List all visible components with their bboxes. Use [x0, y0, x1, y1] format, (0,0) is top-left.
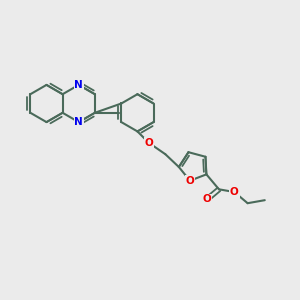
Text: O: O: [144, 138, 153, 148]
Text: N: N: [74, 80, 83, 90]
Text: N: N: [74, 117, 83, 127]
Text: O: O: [186, 176, 194, 186]
Text: O: O: [202, 194, 211, 204]
Text: O: O: [230, 187, 239, 197]
